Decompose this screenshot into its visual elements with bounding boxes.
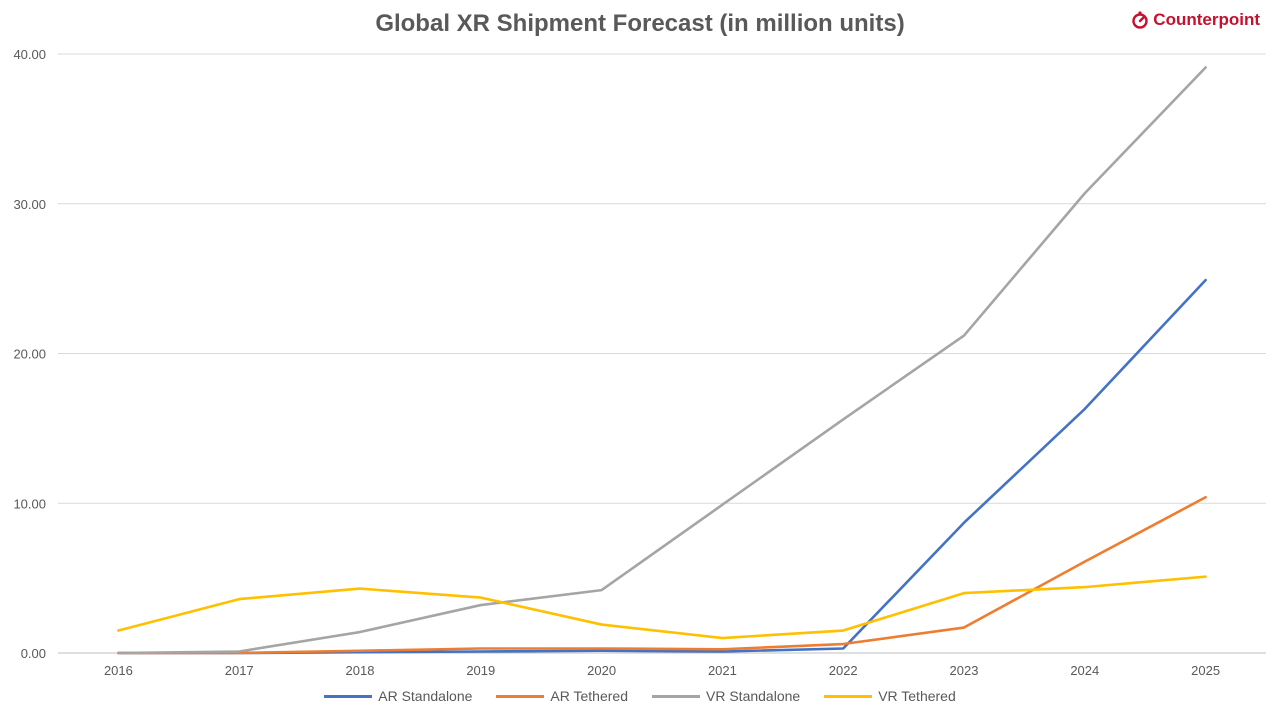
y-tick-label: 10.00 xyxy=(13,496,46,511)
y-tick-label: 30.00 xyxy=(13,197,46,212)
series-lines xyxy=(117,66,1207,655)
y-tick-label: 20.00 xyxy=(13,347,46,362)
series-line-vr-tethered xyxy=(117,575,1207,640)
x-tick-label: 2024 xyxy=(1070,663,1099,678)
x-tick-label: 2023 xyxy=(950,663,979,678)
brand-name: Counterpoint xyxy=(1153,10,1260,29)
legend-swatch xyxy=(824,694,873,698)
legend-swatch xyxy=(496,694,545,698)
legend-item: AR Tethered xyxy=(496,688,628,704)
y-axis-ticks: 0.00 10.00 20.00 30.00 40.00 xyxy=(13,47,46,661)
x-tick-label: 2016 xyxy=(104,663,133,678)
legend-item: VR Tethered xyxy=(824,688,956,704)
legend-label: VR Tethered xyxy=(878,688,956,704)
y-tick-label: 0.00 xyxy=(21,646,46,661)
brand-logo: Counterpoint xyxy=(1131,10,1260,30)
y-tick-label: 40.00 xyxy=(13,47,46,62)
x-tick-label: 2025 xyxy=(1191,663,1220,678)
legend-label: VR Standalone xyxy=(706,688,801,704)
legend-label: AR Standalone xyxy=(378,688,473,704)
x-tick-label: 2020 xyxy=(587,663,616,678)
x-tick-label: 2018 xyxy=(346,663,375,678)
series-line-ar-tethered xyxy=(117,495,1207,655)
chart-title: Global XR Shipment Forecast (in million … xyxy=(375,10,905,37)
gridlines xyxy=(58,53,1266,654)
x-tick-label: 2021 xyxy=(708,663,737,678)
legend-swatch xyxy=(652,694,700,698)
x-tick-label: 2022 xyxy=(829,663,858,678)
legend-label: AR Tethered xyxy=(550,688,628,704)
x-tick-label: 2017 xyxy=(225,663,254,678)
series-line-ar-standalone xyxy=(117,278,1207,655)
x-tick-label: 2019 xyxy=(466,663,495,678)
counterpoint-logo-icon xyxy=(1132,11,1148,29)
series-line-vr-standalone xyxy=(117,66,1207,655)
x-axis-ticks: 2016 2017 2018 2019 2020 2021 2022 2023 2024 2025 xyxy=(104,663,1220,678)
legend-swatch xyxy=(324,694,373,698)
legend: AR Standalone AR Tethered VR Standalone VR … xyxy=(0,688,1280,704)
legend-item: AR Standalone xyxy=(324,688,472,704)
legend-item: VR Standalone xyxy=(652,688,800,704)
